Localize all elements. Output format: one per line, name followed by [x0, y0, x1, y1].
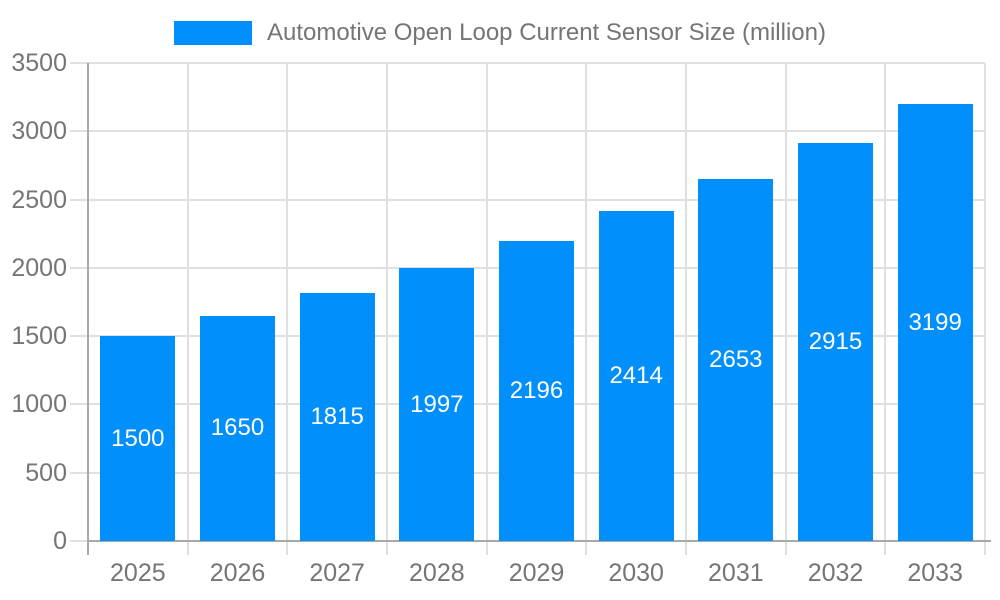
bar-2031[interactable]: 2653 [698, 178, 774, 541]
gridline-vertical [784, 63, 787, 541]
y-axis-label: 500 [25, 458, 67, 487]
y-axis-tick [70, 540, 88, 542]
bar-value-label: 1500 [111, 424, 165, 452]
x-axis-label: 2030 [608, 559, 664, 587]
gridline-vertical [286, 63, 289, 541]
bar-value-label: 2653 [709, 345, 763, 373]
y-axis-label: 2000 [11, 253, 67, 282]
x-axis-tick [585, 541, 588, 555]
y-axis-tick [70, 62, 88, 64]
x-axis-label: 2027 [309, 559, 365, 587]
bar-value-label: 1997 [410, 390, 464, 418]
y-axis-label: 3000 [11, 117, 67, 146]
gridline-horizontal [88, 130, 985, 133]
y-axis-label: 0 [53, 527, 67, 555]
bar-value-label: 2414 [609, 362, 663, 390]
bar-2025[interactable]: 1500 [100, 336, 176, 541]
y-axis-tick [70, 403, 88, 406]
bar-value-label: 1650 [210, 414, 265, 442]
y-axis-label: 3500 [11, 49, 67, 77]
x-axis-tick [286, 541, 289, 555]
x-axis-tick [884, 541, 887, 555]
y-axis-label: 1500 [11, 322, 67, 351]
x-axis-line [88, 540, 991, 542]
bar-2032[interactable]: 2915 [798, 142, 873, 541]
y-axis-tick [70, 130, 88, 133]
x-axis-label: 2032 [807, 559, 864, 587]
y-axis-tick [70, 198, 88, 201]
gridline-vertical [685, 63, 687, 541]
y-axis-label: 2500 [11, 185, 67, 214]
gridline-horizontal [88, 198, 985, 201]
y-axis-line [87, 63, 89, 555]
gridline-vertical [386, 63, 388, 541]
gridline-horizontal [88, 62, 985, 64]
bar-value-label: 2196 [509, 377, 564, 405]
y-axis-tick [70, 266, 88, 269]
bar-2030[interactable]: 2414 [598, 211, 674, 541]
x-axis-tick [784, 541, 787, 555]
x-axis-label: 2026 [209, 559, 266, 587]
x-axis-tick [386, 541, 388, 555]
gridline-vertical [485, 63, 488, 541]
y-axis-tick [70, 335, 88, 338]
bar-value-label: 3199 [908, 308, 962, 336]
bar-2033[interactable]: 3199 [897, 104, 973, 541]
bar-2029[interactable]: 2196 [499, 241, 574, 541]
x-axis-label: 2028 [409, 559, 465, 587]
bar-2028[interactable]: 1997 [399, 268, 475, 541]
x-axis-label: 2033 [907, 559, 963, 587]
gridline-vertical [585, 63, 588, 541]
chart-legend[interactable]: Automotive Open Loop Current Sensor Size… [0, 14, 1000, 52]
gridline-vertical [984, 63, 986, 541]
x-axis-label: 2031 [708, 559, 764, 587]
y-axis-label: 1000 [11, 390, 67, 419]
y-axis-tick [70, 471, 88, 474]
x-axis-label: 2029 [508, 559, 565, 587]
x-axis-tick [685, 541, 687, 555]
legend-label: Automotive Open Loop Current Sensor Size… [267, 19, 826, 46]
x-axis-label: 2025 [110, 559, 166, 587]
bar-2026[interactable]: 1650 [200, 315, 275, 541]
gridline-vertical [186, 63, 189, 541]
gridline-vertical [884, 63, 887, 541]
x-axis-tick [984, 541, 986, 555]
x-axis-tick [485, 541, 488, 555]
legend-swatch-icon [174, 21, 253, 45]
bar-value-label: 2915 [808, 327, 863, 355]
bar-2027[interactable]: 1815 [299, 293, 375, 541]
x-axis-tick [186, 541, 189, 555]
bar-value-label: 1815 [310, 403, 364, 431]
